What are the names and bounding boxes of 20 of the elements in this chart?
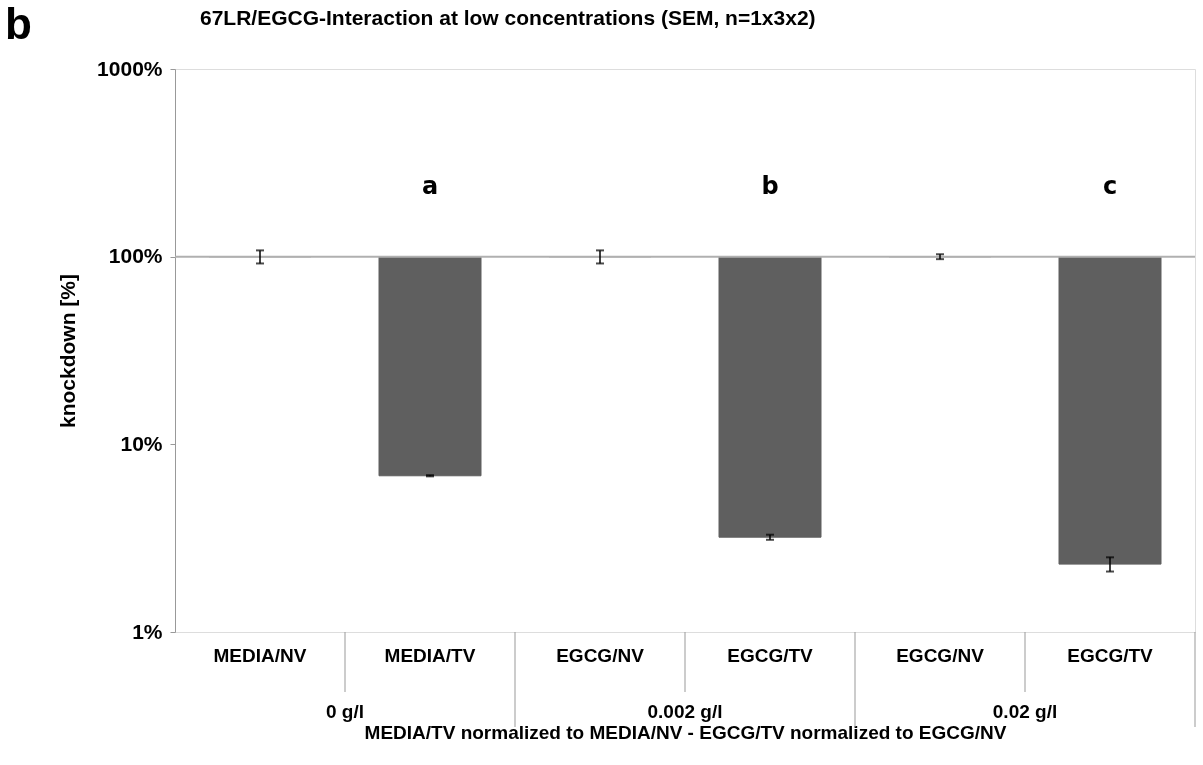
annotation: a	[421, 172, 439, 200]
text: b	[5, 0, 32, 48]
x-tick-label: MEDIA/TV	[384, 644, 476, 666]
x-tick-label: MEDIA/NV	[213, 644, 307, 666]
annotation: b	[761, 172, 779, 200]
annotation: c	[1102, 172, 1118, 200]
y-axis-title: knockdown [%]	[56, 273, 80, 429]
text: 0.002 g/l	[647, 701, 723, 722]
x-tick-label: EGCG/TV	[1067, 644, 1154, 666]
y-tick-label: 10%	[120, 431, 163, 455]
x-tick-label: EGCG/TV	[727, 644, 814, 666]
x-tick-label: EGCG/NV	[896, 644, 985, 666]
text: 0 g/l	[325, 701, 365, 722]
y-tick-label: 100%	[108, 244, 163, 268]
y-tick-label: 1%	[132, 619, 163, 643]
y-tick-label: 1000%	[97, 56, 163, 80]
x-axis-title: MEDIA/TV normalized to MEDIA/NV - EGCG/TV normalized to EGCG/NV	[364, 721, 1007, 743]
text: 0.02 g/l	[992, 701, 1058, 722]
x-tick-label: EGCG/NV	[556, 644, 645, 666]
chart-title: 67LR/EGCG-Interaction at low concentrations (SEM, n=1x3x2)	[200, 6, 816, 29]
